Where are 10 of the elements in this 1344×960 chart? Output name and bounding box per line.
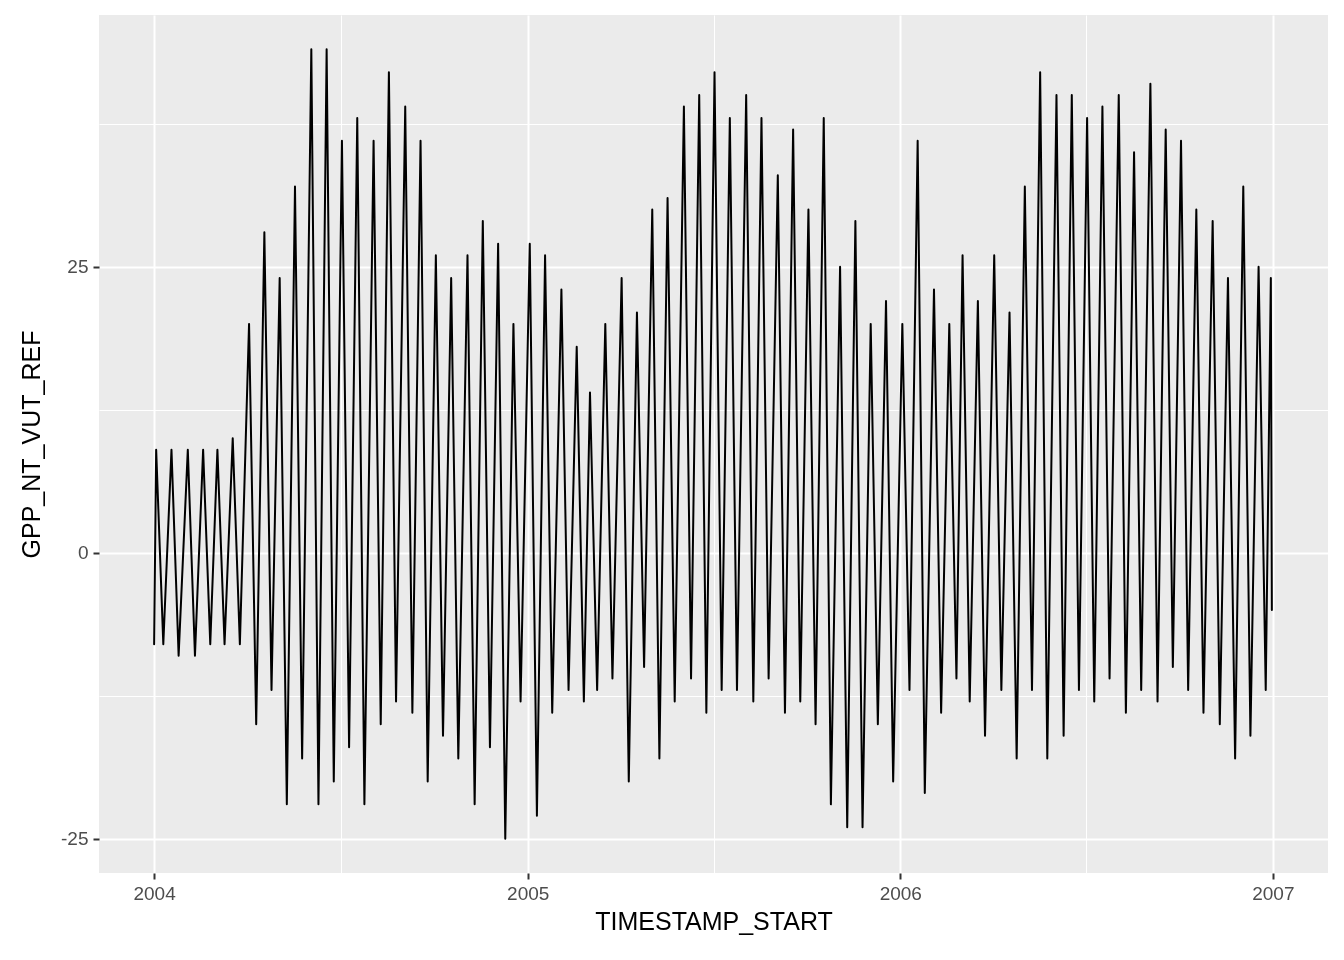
y-tick-label: 25 <box>67 256 89 278</box>
x-tick-label: 2006 <box>879 882 922 904</box>
y-axis-title: GPP_NT_VUT_REF <box>17 330 46 559</box>
y-tick-label: -25 <box>61 828 89 850</box>
x-tick-label: 2005 <box>507 882 550 904</box>
y-tick-label: 0 <box>77 542 89 564</box>
x-tick-label: 2004 <box>133 882 177 904</box>
x-tick-label: 2007 <box>1252 882 1295 904</box>
line-series <box>153 48 1273 840</box>
x-axis-title: TIMESTAMP_START <box>595 906 833 935</box>
